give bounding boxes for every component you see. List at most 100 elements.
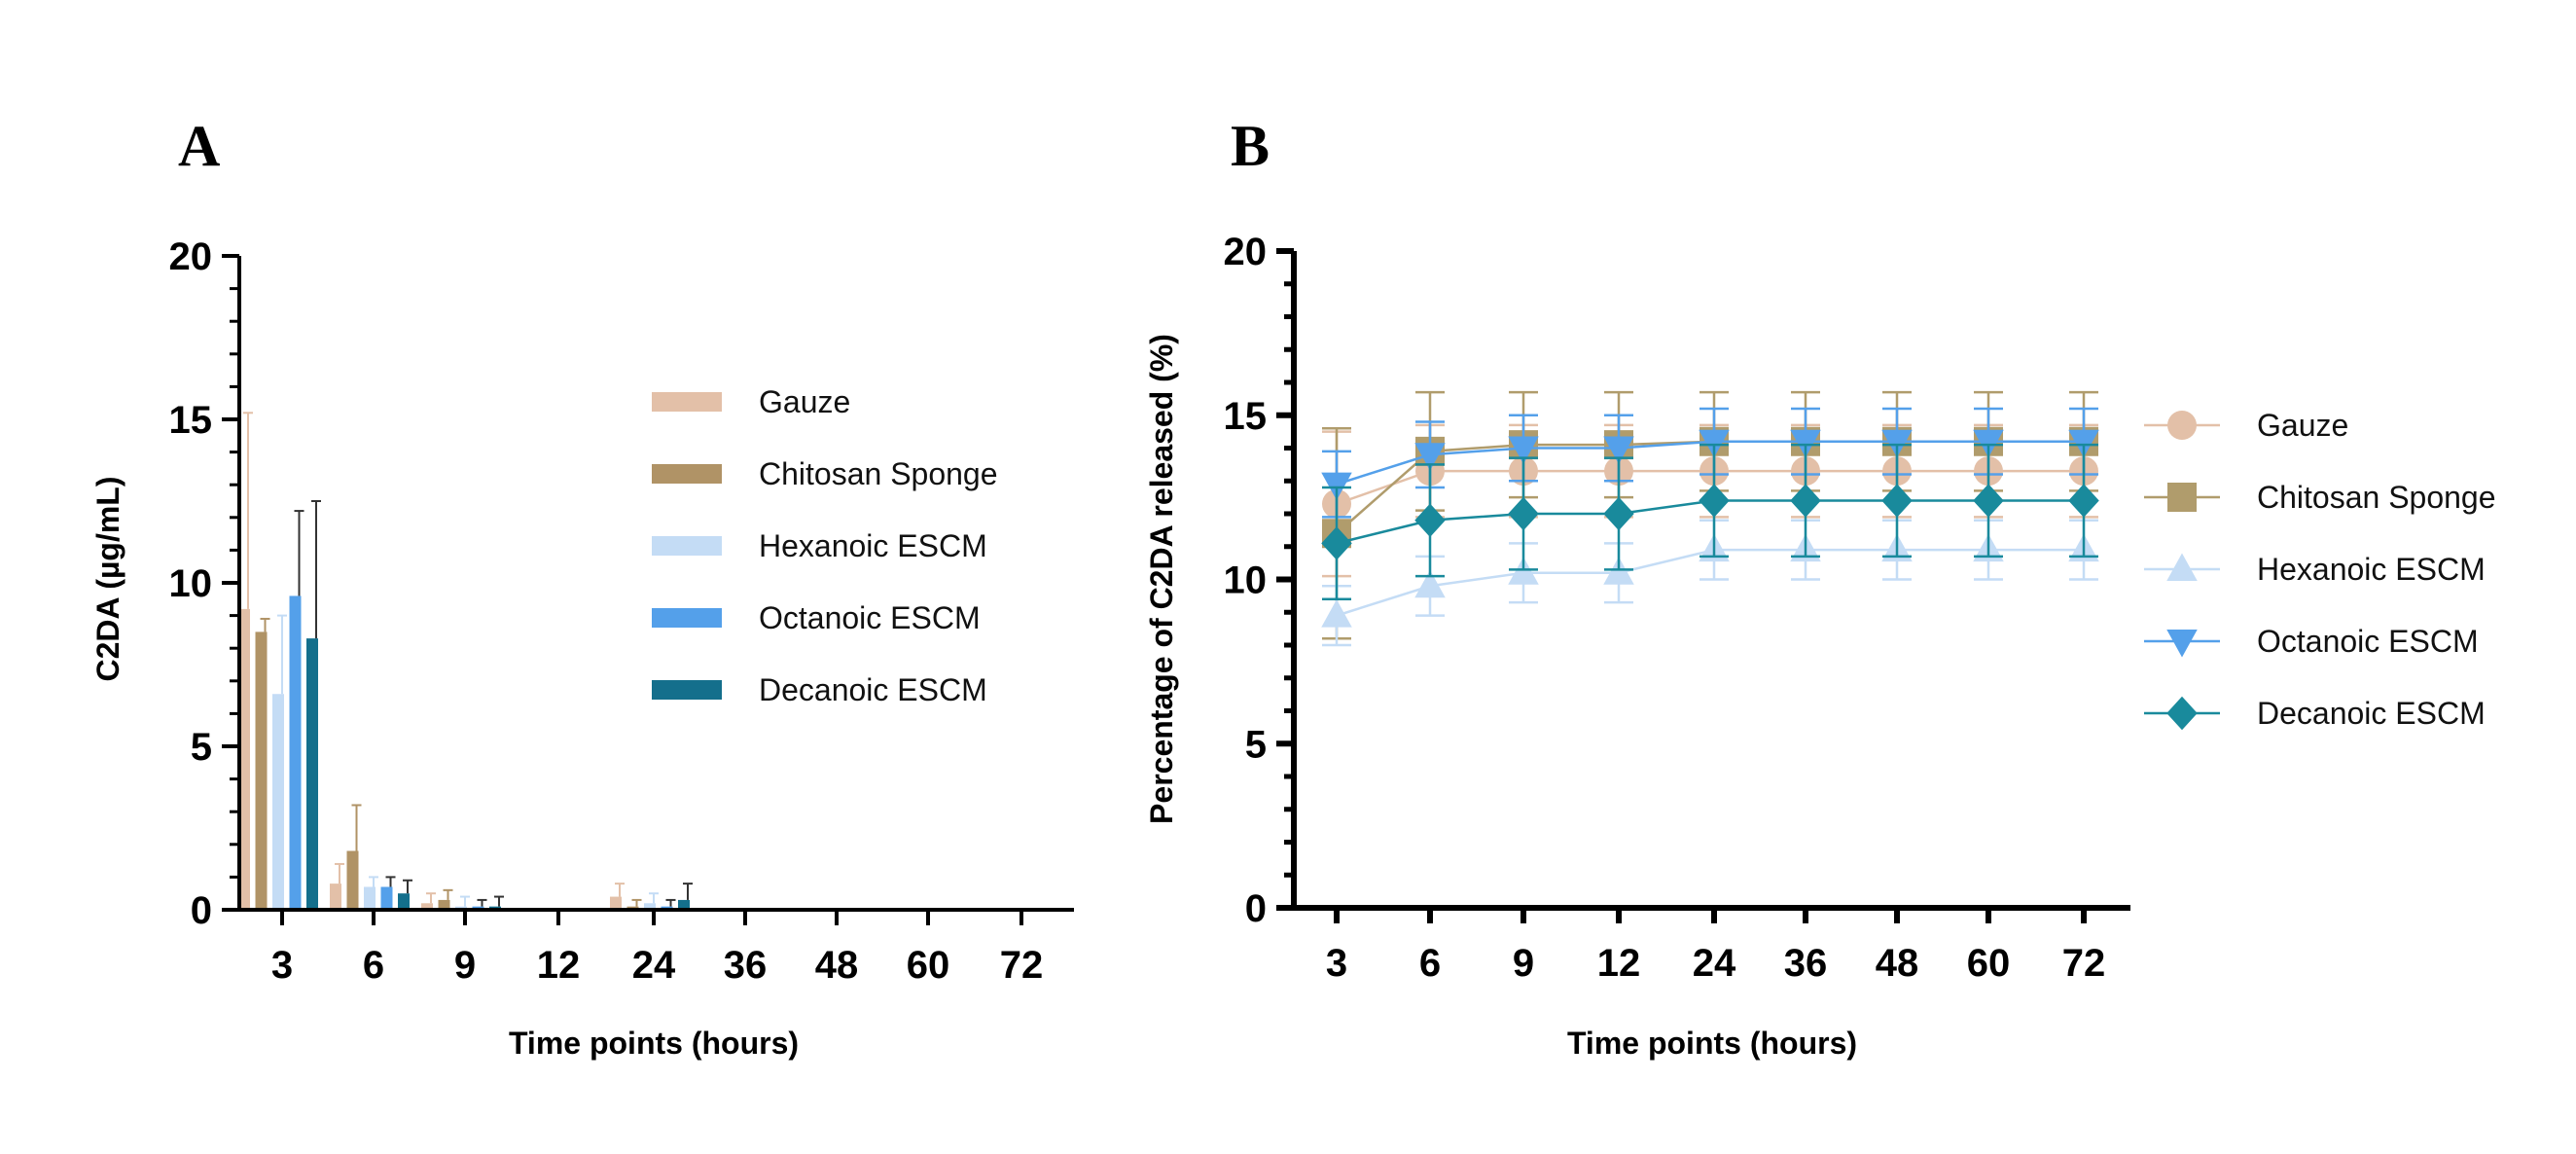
legend-label: Octanoic ESCM <box>759 600 981 635</box>
legend-item-octanoic-escm: Octanoic ESCM <box>652 600 981 635</box>
data-point-marker <box>1321 599 1352 628</box>
legend-item-gauze: Gauze <box>2144 408 2348 443</box>
data-point-marker <box>1321 526 1352 560</box>
legend-label: Chitosan Sponge <box>2257 480 2496 515</box>
panel-a-bars <box>238 412 693 910</box>
legend-swatch <box>652 536 722 556</box>
legend-swatch <box>652 464 722 484</box>
panel-b-x-tick-label: 6 <box>1419 942 1441 985</box>
panel-b-x-tick-label: 12 <box>1597 942 1641 985</box>
data-point-marker <box>1603 436 1634 464</box>
panel-a-letter: A <box>178 114 220 178</box>
panel-b-x-tick-label: 9 <box>1513 942 1534 985</box>
panel-b-y-tick-label: 10 <box>1224 559 1268 602</box>
bar <box>272 694 284 910</box>
panel-a-y-tick-label: 20 <box>169 235 213 278</box>
legend-label: Decanoic ESCM <box>2257 696 2486 731</box>
panel-a-y-tick-label: 0 <box>191 889 212 932</box>
panel-a-x-axis-title: Time points (hours) <box>509 1026 799 1061</box>
panel-b-x-tick-label: 72 <box>2062 942 2106 985</box>
panel-b-x-tick-label: 48 <box>1876 942 1919 985</box>
bar <box>644 903 656 910</box>
panel-a-y-tick-label: 5 <box>191 726 212 769</box>
data-point-marker <box>1973 484 2004 518</box>
panel-a-series-hexanoic-escm <box>272 614 659 910</box>
legend-marker <box>2166 553 2198 581</box>
legend-label: Chitosan Sponge <box>759 456 998 491</box>
panel-a-x-tick-label: 3 <box>271 944 293 987</box>
legend-label: Gauze <box>2257 408 2348 443</box>
legend-swatch <box>652 608 722 628</box>
panel-a-x-tick-label: 24 <box>632 944 676 987</box>
legend-item-gauze: Gauze <box>652 384 850 419</box>
data-point-marker <box>1414 503 1446 537</box>
panel-a-bar-chart: A C2DA (µg/mL) Time points (hours) 0 5 10 1… <box>90 114 1074 1061</box>
data-point-marker <box>1790 484 1821 518</box>
panel-a-x-tick-label: 36 <box>724 944 768 987</box>
panel-b-legend: Gauze Chitosan Sponge Hexanoic ESCM Octanoi… <box>2144 408 2496 731</box>
bar <box>346 850 359 910</box>
bar <box>421 903 433 910</box>
panel-b-x-tick-label: 3 <box>1326 942 1347 985</box>
panel-b-x-tick-label: 24 <box>1693 942 1736 985</box>
legend-item-decanoic-escm: Decanoic ESCM <box>652 672 987 707</box>
legend-swatch <box>652 680 722 700</box>
bar <box>330 884 341 910</box>
panel-b-x-tick-label: 60 <box>1967 942 2011 985</box>
bar <box>610 896 622 910</box>
bar <box>438 899 450 910</box>
legend-item-hexanoic-escm: Hexanoic ESCM <box>2144 552 2486 587</box>
panel-b-y-tick-label: 5 <box>1245 723 1267 766</box>
data-point-marker <box>1508 496 1539 531</box>
panel-b-y-tick-label: 20 <box>1224 231 1268 273</box>
panel-b-line-chart: B Percentage of C2DA released (%) Time p… <box>1144 114 2496 1061</box>
legend-label: Decanoic ESCM <box>759 672 987 707</box>
panel-b-x-axis-title: Time points (hours) <box>1567 1026 1857 1061</box>
legend-label: Hexanoic ESCM <box>759 528 987 563</box>
panel-a-x-tick-label: 60 <box>907 944 950 987</box>
legend-item-octanoic-escm: Octanoic ESCM <box>2144 624 2479 659</box>
legend-item-chitosan-sponge: Chitosan Sponge <box>652 456 998 491</box>
data-point-marker <box>1414 443 1446 471</box>
panel-b-letter: B <box>1231 114 1270 178</box>
legend-swatch <box>652 392 722 412</box>
legend-marker <box>2166 630 2198 658</box>
panel-a-x-tick-label: 72 <box>1000 944 1044 987</box>
panel-b-y-axis-title: Percentage of C2DA released (%) <box>1144 334 1179 824</box>
legend-marker <box>2167 411 2197 440</box>
panel-a-x-tick-label: 6 <box>363 944 384 987</box>
panel-b-series-hexanoic-escm <box>1321 519 2099 647</box>
bar <box>255 631 268 910</box>
panel-a-x-tick-label: 9 <box>454 944 476 987</box>
panel-b-x-tick-label: 36 <box>1784 942 1828 985</box>
panel-a-x-tick-label: 12 <box>537 944 581 987</box>
legend-item-chitosan-sponge: Chitosan Sponge <box>2144 480 2496 515</box>
panel-a-series-decanoic-escm <box>306 500 693 910</box>
legend-marker <box>2167 483 2197 512</box>
legend-item-hexanoic-escm: Hexanoic ESCM <box>652 528 987 563</box>
data-point-marker <box>1414 569 1446 598</box>
panel-b-y-tick-label: 15 <box>1224 395 1268 438</box>
legend-item-decanoic-escm: Decanoic ESCM <box>2144 696 2486 731</box>
panel-a-y-axis-title: C2DA (µg/mL) <box>90 476 125 681</box>
bar <box>380 886 393 910</box>
panel-a-y-tick-label: 15 <box>169 399 213 442</box>
bar <box>678 899 690 910</box>
data-point-marker <box>1881 484 1913 518</box>
data-point-marker <box>1508 436 1539 464</box>
panel-a-y-tick-label: 10 <box>169 562 213 605</box>
data-point-marker <box>1603 496 1634 531</box>
legend-marker <box>2166 696 2198 731</box>
data-point-marker <box>2068 484 2099 518</box>
bar <box>306 638 318 910</box>
data-point-marker <box>1699 484 1730 518</box>
bar <box>289 595 302 910</box>
legend-label: Gauze <box>759 384 850 419</box>
panel-b-series <box>1321 390 2099 647</box>
bar <box>364 886 376 910</box>
bar <box>398 893 410 910</box>
legend-label: Octanoic ESCM <box>2257 624 2479 659</box>
panel-b-y-tick-label: 0 <box>1245 887 1267 930</box>
